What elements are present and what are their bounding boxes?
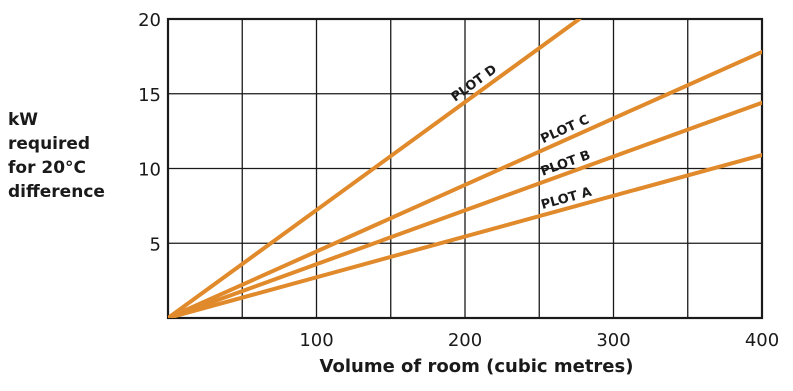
series-line-plot-c <box>168 49 762 318</box>
series-line-plot-a <box>168 153 762 318</box>
y-axis-label-line-3: for 20°C <box>8 158 87 178</box>
x-axis-label: Volume of room (cubic metres) <box>319 356 634 377</box>
y-tick-label: 5 <box>150 234 161 255</box>
series-line-plot-b <box>168 100 762 318</box>
plot-frame <box>166 17 764 320</box>
series-line-plot-d <box>168 19 582 318</box>
y-axis-label-line-4: difference <box>8 182 105 202</box>
series-group <box>168 19 762 318</box>
x-tick-label: 200 <box>448 330 482 351</box>
y-axis-label-line-2: required <box>8 134 91 154</box>
x-tick-label: 100 <box>299 330 333 351</box>
y-tick-label: 10 <box>138 160 161 181</box>
y-axis-label: kW required for 20°C difference <box>8 108 105 204</box>
y-tick-label: 15 <box>138 85 161 106</box>
x-tick-label: 400 <box>745 330 779 351</box>
x-tick-label: 300 <box>596 330 630 351</box>
y-axis-label-line-1: kW <box>8 110 39 130</box>
y-tick-label: 20 <box>138 10 161 31</box>
